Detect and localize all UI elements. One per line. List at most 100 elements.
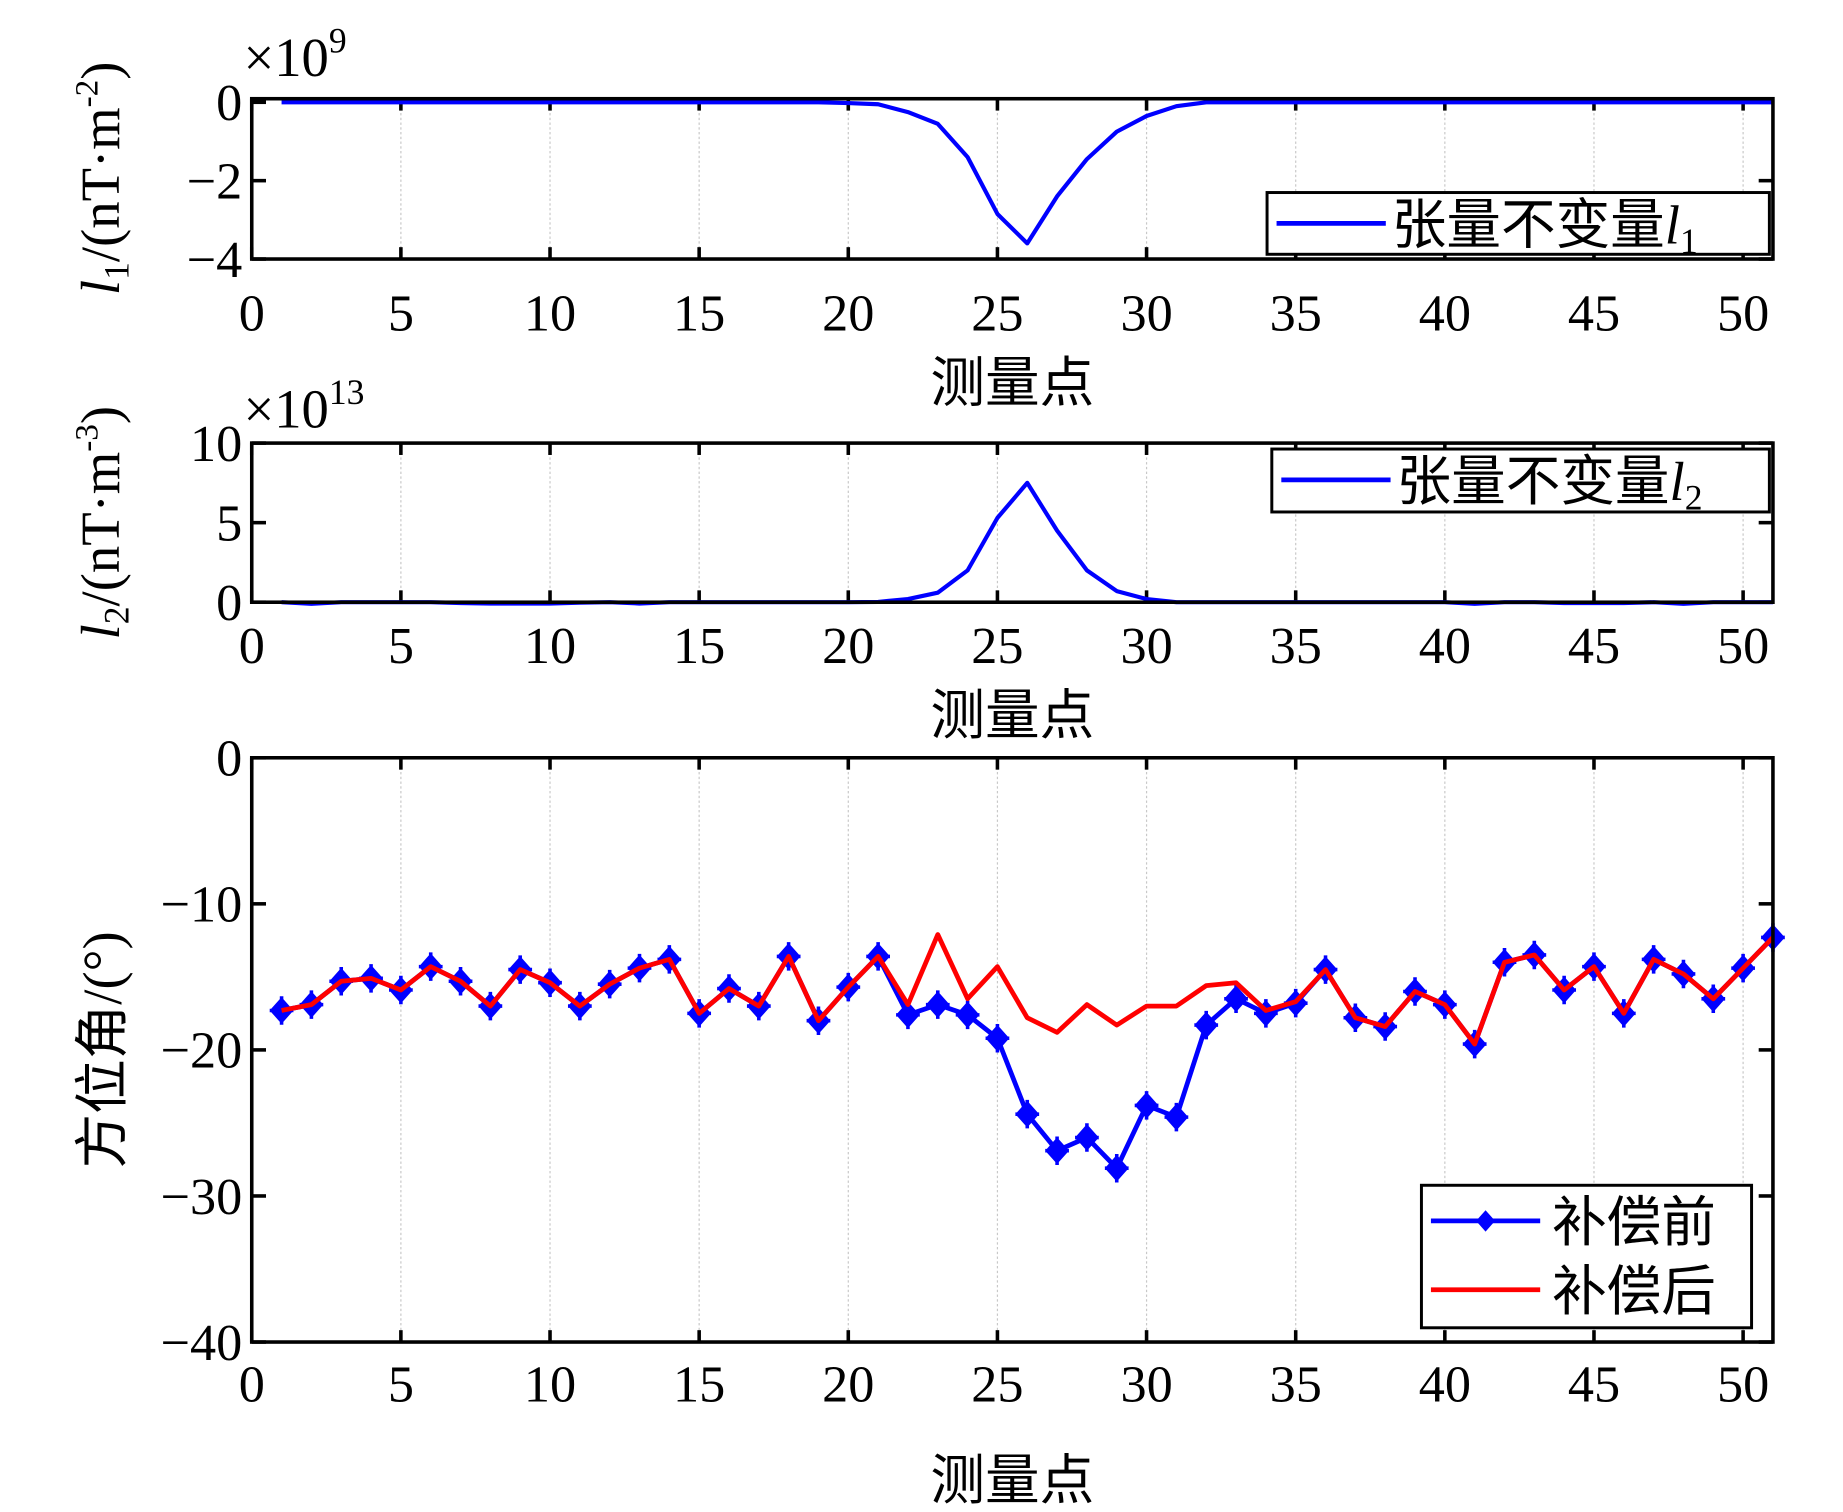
y-label-superscript: -2	[68, 80, 105, 108]
legend-label: 张量不变量l2	[1397, 451, 1703, 518]
legend-box	[1265, 191, 1771, 256]
y-axis-label: 方位角/(°)	[72, 931, 133, 1168]
series-line-1	[281, 100, 1773, 246]
legend-text: 张量不变量	[1392, 195, 1665, 256]
x-tick-label: 35	[1270, 1355, 1322, 1413]
legend-symbol: l	[1665, 195, 1680, 256]
y-label-close: )	[70, 406, 131, 424]
legend-symbol: l	[1670, 451, 1685, 512]
x-tick-label: 20	[822, 284, 874, 342]
y-label-close: )	[70, 61, 131, 79]
x-axis-label: 测量点	[930, 1450, 1094, 1511]
series-line-2	[281, 932, 1775, 1047]
legend-label: 张量不变量l1	[1392, 195, 1698, 262]
x-tick-label: 50	[1717, 617, 1769, 675]
y-label-unit: /(nT·m	[70, 107, 131, 262]
data-point-marker	[1015, 1099, 1040, 1129]
y-label-unit: /(nT·m	[70, 452, 131, 607]
x-tick-label: 45	[1568, 284, 1620, 342]
y-tick-label: 0	[216, 730, 242, 788]
x-tick-label: 20	[822, 1355, 874, 1413]
y-axis-label: l2/(nT·m-3)	[68, 406, 136, 640]
x-tick-label: 25	[971, 1355, 1023, 1413]
x-tick-label: 40	[1419, 617, 1471, 675]
y-label-subscript: 1	[96, 262, 136, 280]
x-tick-label: 5	[388, 617, 414, 675]
data-point-marker	[925, 990, 950, 1019]
x-axis-label: 测量点	[930, 353, 1094, 414]
legend-label: 补偿后	[1552, 1261, 1716, 1322]
x-tick-label: 10	[524, 617, 576, 675]
data-point-marker	[985, 1023, 1010, 1053]
exponent-power: 13	[329, 372, 365, 412]
y-tick-label: −30	[161, 1168, 243, 1226]
x-tick-label: 20	[822, 617, 874, 675]
x-tick-label: 25	[971, 617, 1023, 675]
chart-3: 0 5 10 15 20 25 30 35 40 45 50 0 −10 −20 −30 −40 测量点 方位角/…	[72, 730, 1785, 1511]
y-tick-label: −40	[161, 1314, 243, 1372]
data-point-marker	[1194, 1010, 1219, 1040]
data-point-marker	[1134, 1091, 1159, 1120]
y-tick-label: 5	[216, 494, 242, 552]
exponent-base: ×10	[243, 379, 328, 440]
y-tick-label: −2	[187, 152, 243, 210]
y-tick-label: −10	[161, 876, 243, 934]
y-label-symbol: l	[70, 280, 131, 295]
x-tick-label: 40	[1419, 284, 1471, 342]
x-tick-label: 30	[1120, 1355, 1172, 1413]
x-tick-label: 35	[1270, 617, 1322, 675]
x-tick-label: 40	[1419, 1355, 1471, 1413]
y-label-symbol: l	[70, 624, 131, 639]
x-axis-label: 测量点	[930, 685, 1094, 746]
y-label-subscript: 2	[96, 606, 136, 624]
y-tick-label: 0	[216, 574, 242, 632]
plot-frame	[249, 96, 1775, 261]
x-tick-label: 15	[673, 1355, 725, 1413]
y-axis-label: l1/(nT·m-2)	[68, 61, 136, 295]
x-tick-label: 15	[673, 617, 725, 675]
legend-marker	[1476, 1210, 1496, 1232]
data-point-marker	[1104, 1153, 1129, 1183]
x-tick-label: 0	[239, 617, 265, 675]
x-tick-label: 15	[673, 284, 725, 342]
legend-label: 补偿前	[1552, 1192, 1716, 1253]
legend: 张量不变量l1	[1265, 191, 1771, 262]
legend-text: 张量不变量	[1397, 451, 1670, 512]
plot-frame	[249, 441, 1775, 604]
y-label-superscript: -3	[68, 424, 105, 452]
y-tick-label: −20	[161, 1022, 243, 1080]
x-tick-label: 0	[239, 284, 265, 342]
x-tick-label: 5	[388, 1355, 414, 1413]
x-tick-label: 5	[388, 284, 414, 342]
x-tick-label: 45	[1568, 617, 1620, 675]
y-tick-label: 0	[216, 74, 242, 132]
exponent-label: ×1013	[243, 372, 364, 440]
y-tick-label: −4	[187, 231, 243, 289]
x-tick-label: 10	[524, 1355, 576, 1413]
x-tick-label: 10	[524, 284, 576, 342]
data-point-marker	[1164, 1102, 1189, 1132]
data-point-marker	[1224, 984, 1248, 1014]
x-tick-label: 30	[1120, 617, 1172, 675]
legend: 张量不变量l2	[1270, 447, 1771, 518]
x-tick-label: 25	[971, 284, 1023, 342]
data-point-marker	[1075, 1123, 1099, 1152]
plot-frame	[249, 756, 1775, 1344]
legend-box	[1419, 1183, 1754, 1330]
x-tick-label: 35	[1270, 284, 1322, 342]
data-point-marker	[1045, 1136, 1069, 1165]
legend-subscript: 2	[1685, 478, 1703, 518]
exponent-base: ×10	[243, 27, 328, 88]
legend-subscript: 1	[1680, 221, 1698, 261]
exponent-power: 9	[329, 20, 347, 60]
x-tick-label: 50	[1717, 1355, 1769, 1413]
x-tick-label: 0	[239, 1355, 265, 1413]
x-tick-label: 45	[1568, 1355, 1620, 1413]
x-tick-label: 30	[1120, 284, 1172, 342]
y-tick-label: 10	[190, 415, 242, 473]
data-point-marker	[955, 1000, 980, 1030]
